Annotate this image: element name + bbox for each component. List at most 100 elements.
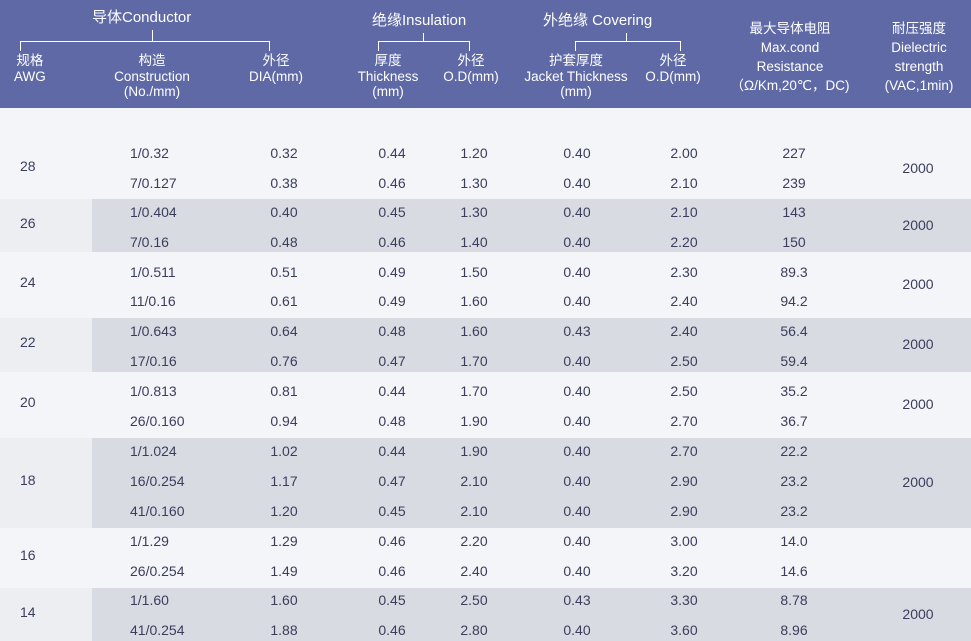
dielectric-value: 2000 (902, 276, 934, 292)
cov-od-value: 2.30 (670, 264, 698, 280)
jacket-value: 0.40 (563, 383, 591, 399)
jacket-value: 0.40 (563, 353, 591, 369)
dia-value: 1.29 (270, 533, 298, 549)
ins-od-value: 1.30 (460, 175, 488, 191)
awg-value: 18 (20, 472, 36, 488)
resistance-value: 8.96 (780, 622, 808, 638)
dia-value: 1.60 (270, 592, 298, 608)
cov-od-value: 2.70 (670, 413, 698, 429)
jacket-value: 0.40 (563, 473, 591, 489)
jacket-value: 0.40 (563, 563, 591, 579)
ins-od-value: 1.30 (460, 204, 488, 220)
thickness-value: 0.45 (378, 592, 406, 608)
ins-od-value: 2.80 (460, 622, 488, 638)
cov-od-value: 3.60 (670, 622, 698, 638)
cov-od-value: 2.40 (670, 293, 698, 309)
jacket-value: 0.40 (563, 175, 591, 191)
awg-value: 26 (20, 214, 36, 231)
thickness-value: 0.47 (378, 353, 406, 369)
covering-od-header: 外径 O.D(mm) (645, 53, 701, 84)
construction-value: 26/0.254 (130, 563, 185, 579)
thickness-value: 0.44 (378, 443, 406, 459)
ins-od-value: 2.40 (460, 563, 488, 579)
resistance-value: 22.2 (780, 443, 808, 459)
conductor-group-title: 导体Conductor (92, 9, 192, 26)
ins-od-value: 1.70 (460, 353, 488, 369)
dia-value: 1.02 (270, 443, 298, 459)
thickness-header: 厚度 Thickness (mm) (357, 53, 419, 100)
resistance-value: 89.3 (780, 264, 808, 280)
thickness-value: 0.44 (378, 145, 406, 161)
insulation-group-title: 绝缘Insulation (372, 12, 467, 29)
construction-header: 构造 Construction (No./mm) (114, 53, 190, 100)
insulation-od-header: 外径 O.D(mm) (443, 53, 499, 84)
awg-value: 24 (20, 274, 36, 290)
awg-value: 22 (20, 334, 36, 350)
ins-od-value: 1.90 (460, 443, 488, 459)
awg-group-row (0, 252, 971, 318)
thickness-value: 0.45 (378, 204, 406, 220)
jacket-value: 0.40 (563, 503, 591, 519)
construction-value: 41/0.160 (130, 503, 185, 519)
thickness-value: 0.48 (378, 413, 406, 429)
jacket-value: 0.40 (563, 234, 591, 250)
construction-value: 1/1.024 (130, 443, 177, 459)
thickness-value: 0.47 (378, 473, 406, 489)
resistance-value: 14.0 (780, 533, 808, 549)
cov-od-value: 3.30 (670, 592, 698, 608)
ins-od-value: 2.10 (460, 473, 488, 489)
construction-value: 1/0.813 (130, 383, 177, 399)
ins-od-value: 1.70 (460, 383, 488, 399)
ins-od-value: 1.60 (460, 323, 488, 339)
construction-value: 1/1.60 (130, 592, 169, 608)
cov-od-value: 2.10 (670, 175, 698, 191)
dielectric-value: 2000 (902, 605, 934, 622)
construction-value: 1/0.643 (130, 323, 177, 339)
jacket-value: 0.43 (563, 592, 591, 608)
resistance-value: 94.2 (780, 293, 808, 309)
dia-value: 0.94 (270, 413, 298, 429)
jacket-value: 0.40 (563, 443, 591, 459)
awg-cell-shade (0, 318, 92, 372)
awg-header: 规格 AWG (14, 53, 46, 84)
cov-od-value: 2.50 (670, 353, 698, 369)
dia-value: 0.51 (270, 264, 298, 280)
awg-group-row (0, 139, 971, 199)
cov-od-value: 2.50 (670, 383, 698, 399)
thickness-value: 0.46 (378, 563, 406, 579)
ins-od-value: 1.50 (460, 264, 488, 280)
construction-value: 7/0.16 (130, 234, 169, 250)
resistance-value: 14.6 (780, 563, 808, 579)
table-header: 导体Conductor 绝缘Insulation 外绝缘 Covering 规格… (0, 0, 971, 108)
construction-value: 1/0.404 (130, 204, 177, 220)
dia-value: 0.48 (270, 234, 298, 250)
construction-value: 26/0.160 (130, 413, 185, 429)
dia-value: 1.17 (270, 473, 298, 489)
awg-group-row (0, 318, 971, 372)
resistance-value: 143 (782, 204, 806, 220)
dielectric-value: 2000 (902, 396, 934, 412)
dielectric-value: 2000 (902, 160, 934, 176)
thickness-value: 0.49 (378, 293, 406, 309)
dielectric-value: 2000 (902, 474, 934, 490)
cov-od-value: 2.10 (670, 204, 698, 220)
conductor-bracket (20, 41, 270, 51)
ins-od-value: 1.60 (460, 293, 488, 309)
resistance-value: 59.4 (780, 353, 808, 369)
resistance-value: 150 (782, 234, 806, 250)
construction-value: 1/1.29 (130, 533, 169, 549)
ins-od-value: 2.10 (460, 503, 488, 519)
thickness-value: 0.46 (378, 533, 406, 549)
thickness-value: 0.46 (378, 175, 406, 191)
construction-value: 16/0.254 (130, 473, 185, 489)
jacket-value: 0.40 (563, 145, 591, 161)
dielectric-header: 耐压强度 Dielectric strength (VAC,1min) (884, 21, 954, 94)
resistance-value: 23.2 (780, 503, 808, 519)
awg-cell-shade (0, 588, 92, 641)
ins-od-value: 1.90 (460, 413, 488, 429)
awg-value: 28 (20, 158, 36, 174)
ins-od-value: 2.20 (460, 533, 488, 549)
resistance-value: 239 (782, 175, 806, 191)
resistance-value: 35.2 (780, 383, 808, 399)
covering-bracket-stem (626, 33, 627, 41)
